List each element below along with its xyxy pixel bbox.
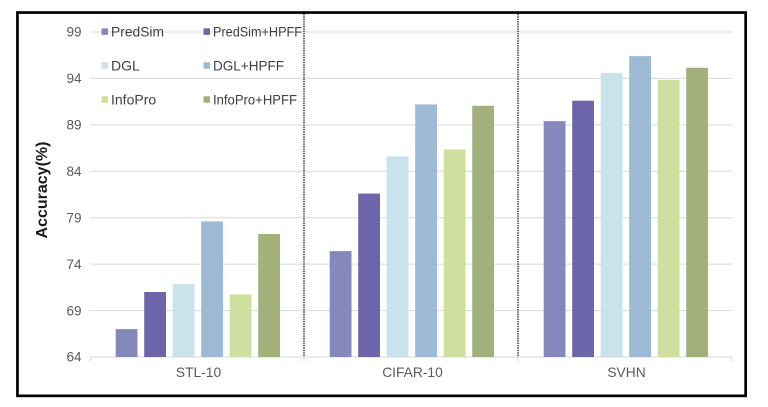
svg-text:64: 64 [66,350,82,365]
svg-text:DGL+HPFF: DGL+HPFF [213,57,284,73]
svg-text:94: 94 [66,71,82,86]
svg-text:74: 74 [66,257,82,272]
svg-text:PredSim+HPFF: PredSim+HPFF [213,24,302,40]
svg-text:InfoPro: InfoPro [111,91,156,107]
svg-text:STL-10: STL-10 [176,365,222,380]
svg-text:PredSim: PredSim [111,24,164,40]
svg-text:69: 69 [66,303,81,318]
svg-text:InfoPro+HPFF: InfoPro+HPFF [213,91,297,107]
svg-text:84: 84 [66,164,82,179]
svg-text:DGL: DGL [111,57,140,73]
svg-text:SVHN: SVHN [607,365,645,380]
svg-text:79: 79 [66,210,81,225]
svg-text:Accuracy(%): Accuracy(%) [34,142,51,239]
svg-text:CIFAR-10: CIFAR-10 [382,365,443,380]
svg-text:89: 89 [66,118,81,133]
svg-text:99: 99 [66,25,81,40]
